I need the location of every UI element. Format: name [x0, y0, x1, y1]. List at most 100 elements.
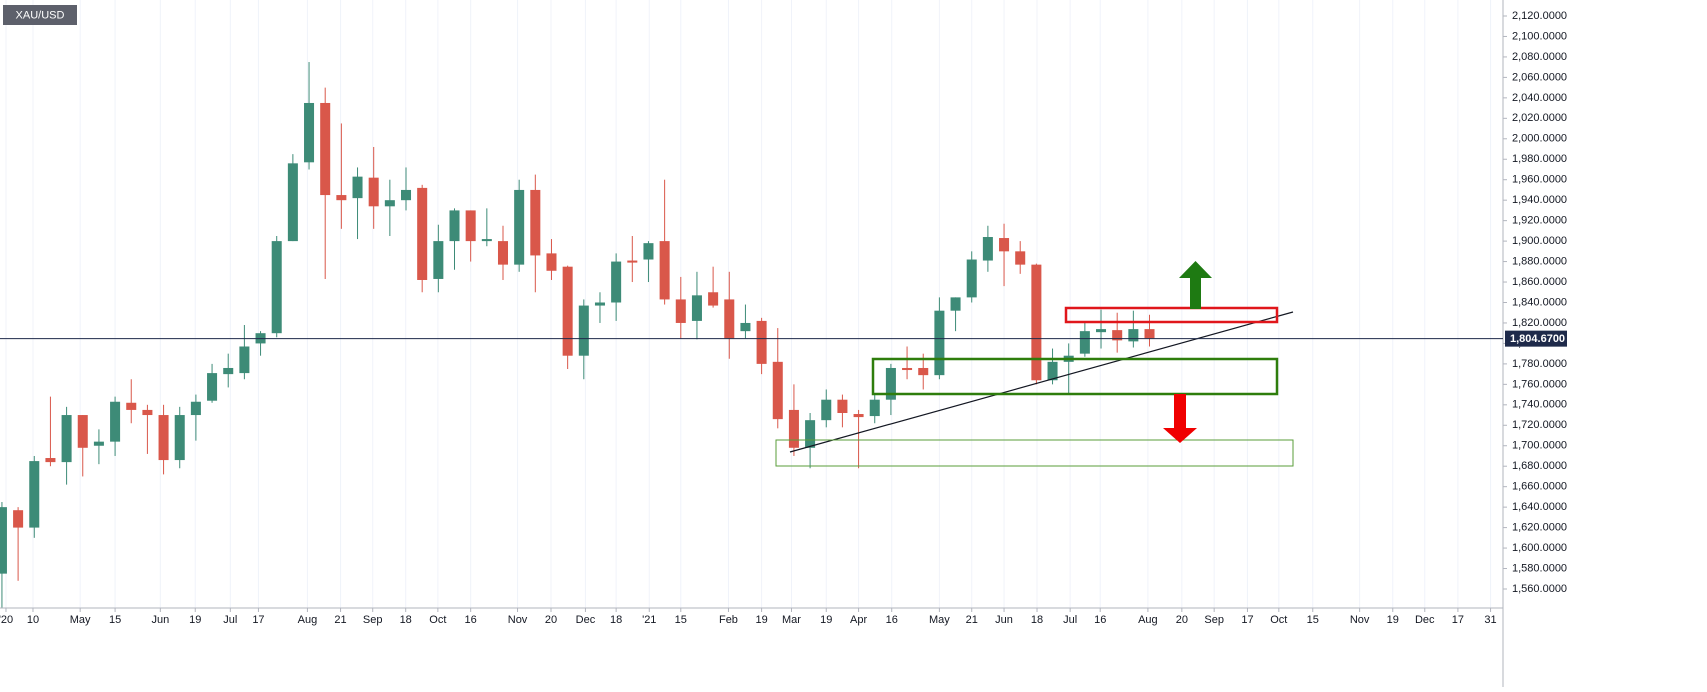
- y-tick-label: 1,820.0000: [1512, 317, 1567, 329]
- y-tick-label: 2,100.0000: [1512, 30, 1567, 42]
- candle-body: [223, 367, 234, 375]
- x-tick-label: 16: [1094, 614, 1106, 626]
- x-tick-label: Dec: [576, 614, 596, 626]
- x-tick-label: 15: [675, 614, 687, 626]
- x-tick-label: 16: [886, 614, 898, 626]
- x-tick-label: Sep: [363, 614, 383, 626]
- candle-body: [1031, 264, 1042, 381]
- x-tick-label: '20: [0, 614, 13, 626]
- candle-body: [1079, 331, 1090, 354]
- candle-body: [643, 243, 654, 260]
- arrow-up-head: [1179, 261, 1212, 278]
- x-tick-label: Aug: [298, 614, 318, 626]
- y-tick-label: 1,860.0000: [1512, 276, 1567, 288]
- candle-body: [724, 299, 735, 339]
- y-tick-label: 1,960.0000: [1512, 174, 1567, 186]
- x-tick-label: 19: [755, 614, 767, 626]
- candle-body: [950, 297, 961, 311]
- y-tick-label: 1,720.0000: [1512, 419, 1567, 431]
- y-tick-label: 1,780.0000: [1512, 358, 1567, 370]
- arrow-down-shaft: [1174, 394, 1186, 428]
- candle-body: [1096, 329, 1107, 333]
- candle-body: [271, 241, 282, 334]
- candle-body: [320, 102, 331, 196]
- candle-body: [594, 302, 605, 306]
- y-tick-label: 2,020.0000: [1512, 112, 1567, 124]
- lower-support-box: [775, 439, 1294, 467]
- y-tick-label: 2,120.0000: [1512, 10, 1567, 22]
- x-tick-label: Jun: [995, 614, 1013, 626]
- x-tick-label: '21: [642, 614, 656, 626]
- x-tick-label: Aug: [1138, 614, 1158, 626]
- candle-body: [821, 399, 832, 421]
- candle-body: [0, 507, 7, 574]
- candle-body: [1128, 329, 1139, 342]
- candle-body: [788, 409, 799, 448]
- arrow-down-head: [1163, 428, 1197, 443]
- symbol-badge: [3, 5, 77, 25]
- y-tick-label: 2,080.0000: [1512, 51, 1567, 63]
- candle-body: [805, 420, 816, 448]
- x-tick-label: Jun: [151, 614, 169, 626]
- candle-body: [1047, 361, 1058, 381]
- axes: 2,120.0000 2,100.0000 2,080.0000 2,060.0000…: [0, 10, 1567, 626]
- candle-body: [578, 305, 589, 356]
- x-tick-label: 18: [610, 614, 622, 626]
- y-tick-label: 1,680.0000: [1512, 460, 1567, 472]
- y-tick-label: 1,940.0000: [1512, 194, 1567, 206]
- symbol-label: XAU/USD: [16, 9, 65, 21]
- candle-body: [546, 253, 557, 271]
- candle-body: [853, 414, 864, 418]
- x-tick-label: Jul: [223, 614, 237, 626]
- x-tick-label: 31: [1484, 614, 1496, 626]
- y-tick-label: 1,700.0000: [1512, 440, 1567, 452]
- candle-body: [1112, 330, 1123, 341]
- x-tick-label: Feb: [719, 614, 738, 626]
- y-tick-label: 1,760.0000: [1512, 378, 1567, 390]
- y-tick-label: 1,580.0000: [1512, 562, 1567, 574]
- x-tick-label: Oct: [429, 614, 446, 626]
- x-tick-label: 21: [334, 614, 346, 626]
- candle-body: [708, 292, 719, 306]
- x-tick-label: Mar: [782, 614, 801, 626]
- candle-body: [287, 163, 298, 242]
- candle-body: [497, 241, 509, 265]
- candle-body: [417, 187, 428, 280]
- candle-body: [934, 310, 945, 376]
- candle-body: [982, 237, 993, 261]
- candle-body: [869, 399, 880, 417]
- candle-body: [174, 415, 185, 461]
- y-tick-label: 1,620.0000: [1512, 522, 1567, 534]
- candle-body: [481, 239, 492, 242]
- candle-body: [659, 241, 670, 300]
- candle-body: [627, 260, 638, 263]
- y-tick-label: 1,640.0000: [1512, 501, 1567, 513]
- x-tick-label: Nov: [508, 614, 528, 626]
- candle-body: [999, 238, 1010, 252]
- x-tick-label: May: [929, 614, 950, 626]
- candle-body: [530, 189, 541, 256]
- candle-body: [158, 415, 169, 461]
- x-tick-label: 19: [1387, 614, 1399, 626]
- candle-body: [1144, 329, 1155, 339]
- x-tick-label: 15: [1307, 614, 1319, 626]
- candle-body: [61, 415, 72, 463]
- candle-body: [13, 510, 24, 528]
- arrow-up-shaft: [1190, 278, 1201, 309]
- candle-body: [740, 322, 751, 332]
- candle-body: [45, 458, 56, 463]
- candle-body: [401, 189, 412, 201]
- x-tick-label: 10: [27, 614, 39, 626]
- y-tick-label: 1,740.0000: [1512, 399, 1567, 411]
- x-tick-label: 17: [1452, 614, 1464, 626]
- candle-body: [368, 177, 379, 207]
- x-tick-label: 16: [465, 614, 477, 626]
- candle-body: [239, 346, 250, 374]
- candle-body: [918, 367, 929, 376]
- y-tick-label: 2,060.0000: [1512, 71, 1567, 83]
- support-box: [871, 357, 1279, 396]
- candle-body: [110, 401, 121, 442]
